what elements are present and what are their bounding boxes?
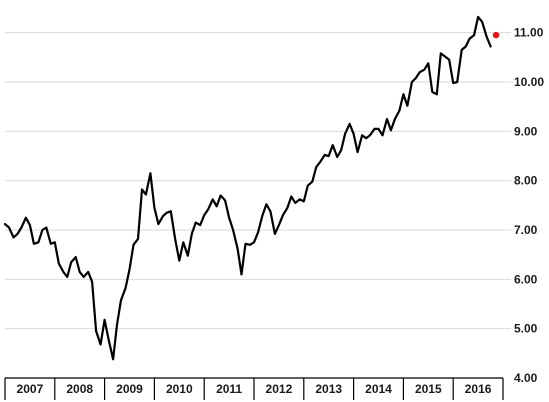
y-axis-labels: 4.00 5.00 6.00 7.00 8.00 9.00 10.00 11.00 xyxy=(514,26,544,385)
x-tick-label: 2011 xyxy=(216,382,242,396)
y-tick-label: 5.00 xyxy=(514,322,538,336)
x-tick-label: 2012 xyxy=(266,382,293,396)
x-tick-label: 2009 xyxy=(116,382,143,396)
x-tick-label: 2010 xyxy=(166,382,193,396)
y-tick-label: 7.00 xyxy=(514,223,538,237)
x-tick-label: 2015 xyxy=(415,382,442,396)
x-tick-label: 2016 xyxy=(465,382,492,396)
x-tick-label: 2007 xyxy=(17,382,44,396)
x-axis: 2007 2008 2009 2010 2011 2012 2013 2014 2015 2016 xyxy=(4,377,504,400)
y-tick-label: 4.00 xyxy=(514,371,538,385)
price-series-line xyxy=(3,15,492,361)
y-tick-label: 11.00 xyxy=(514,26,544,40)
x-tick-label: 2008 xyxy=(66,382,93,396)
y-tick-label: 10.00 xyxy=(514,75,544,89)
last-value-marker xyxy=(492,31,500,39)
y-tick-label: 6.00 xyxy=(514,272,538,286)
x-tick-label: 2013 xyxy=(315,382,342,396)
gridlines xyxy=(5,32,511,330)
y-tick-label: 9.00 xyxy=(514,124,538,138)
y-tick-label: 8.00 xyxy=(514,174,538,188)
x-tick-label: 2014 xyxy=(365,382,392,396)
series-layer xyxy=(3,15,500,361)
